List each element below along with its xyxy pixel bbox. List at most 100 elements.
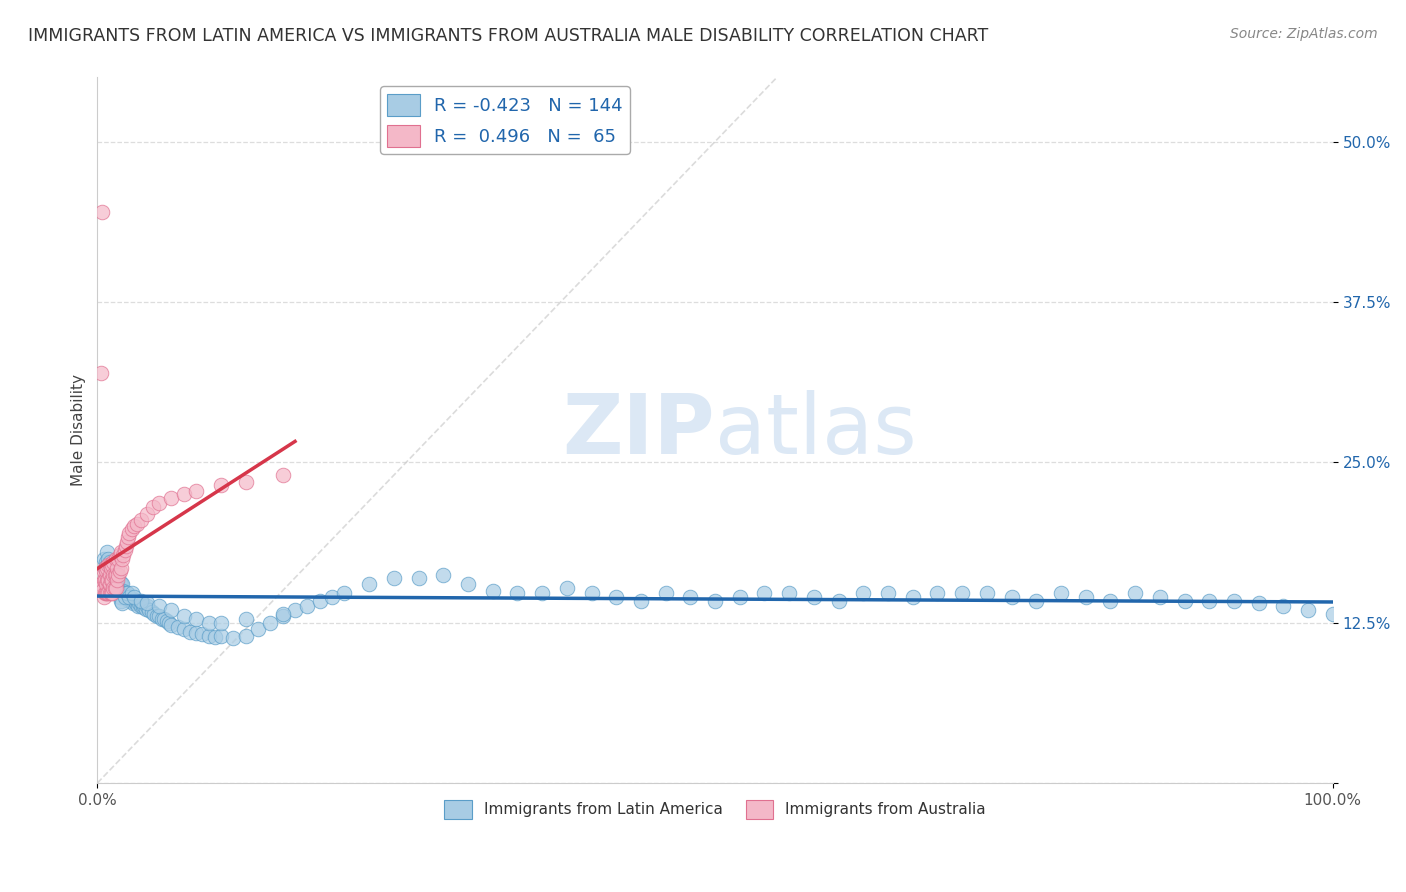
Point: [1223, 594, 1246, 608]
Point: [96, 574, 118, 588]
Point: [103, 571, 125, 585]
Point: [108, 590, 131, 604]
Point: [803, 590, 825, 604]
Point: [1025, 594, 1047, 608]
Point: [852, 586, 875, 600]
Point: [101, 558, 124, 572]
Point: [308, 594, 330, 608]
Point: [976, 586, 998, 600]
Point: [118, 590, 141, 604]
Point: [1198, 594, 1220, 608]
Point: [110, 577, 132, 591]
Point: [105, 577, 128, 591]
Point: [121, 591, 143, 606]
Point: [115, 586, 138, 600]
Point: [94, 574, 117, 588]
Point: [728, 590, 751, 604]
Point: [118, 525, 141, 540]
Point: [98, 558, 121, 572]
Point: [104, 566, 127, 581]
Point: [271, 609, 294, 624]
Point: [1074, 590, 1097, 604]
Point: [209, 615, 232, 630]
Point: [104, 568, 127, 582]
Text: ZIP: ZIP: [562, 390, 716, 471]
Point: [297, 599, 319, 613]
Point: [114, 590, 136, 604]
Point: [778, 586, 800, 600]
Point: [432, 568, 454, 582]
Point: [110, 560, 132, 574]
Point: [160, 618, 183, 632]
Point: [103, 555, 125, 569]
Point: [581, 586, 603, 600]
Point: [150, 612, 173, 626]
Point: [94, 586, 117, 600]
Point: [321, 590, 343, 604]
Point: [108, 583, 131, 598]
Point: [129, 513, 152, 527]
Point: [96, 560, 118, 574]
Point: [101, 565, 124, 579]
Point: [104, 577, 127, 591]
Point: [135, 599, 157, 613]
Point: [107, 551, 129, 566]
Point: [222, 631, 245, 645]
Point: [91, 205, 114, 219]
Point: [94, 560, 117, 574]
Point: [1272, 599, 1295, 613]
Point: [97, 558, 120, 572]
Point: [104, 577, 127, 591]
Point: [186, 612, 208, 626]
Point: [1050, 586, 1073, 600]
Point: [100, 586, 122, 600]
Point: [94, 565, 117, 579]
Point: [103, 568, 125, 582]
Point: [96, 545, 118, 559]
Point: [103, 581, 125, 595]
Text: IMMIGRANTS FROM LATIN AMERICA VS IMMIGRANTS FROM AUSTRALIA MALE DISABILITY CORRE: IMMIGRANTS FROM LATIN AMERICA VS IMMIGRA…: [28, 27, 988, 45]
Point: [246, 622, 269, 636]
Point: [129, 594, 152, 608]
Point: [148, 609, 170, 624]
Point: [173, 487, 195, 501]
Point: [1322, 607, 1344, 621]
Point: [104, 574, 127, 588]
Point: [235, 612, 257, 626]
Point: [114, 539, 136, 553]
Point: [118, 590, 141, 604]
Point: [124, 592, 146, 607]
Point: [129, 599, 152, 613]
Point: [117, 592, 139, 607]
Point: [148, 599, 170, 613]
Point: [104, 568, 127, 582]
Point: [114, 586, 136, 600]
Point: [114, 590, 136, 604]
Point: [605, 590, 627, 604]
Point: [271, 468, 294, 483]
Point: [100, 574, 122, 588]
Point: [132, 600, 155, 615]
Point: [111, 586, 134, 600]
Point: [98, 577, 121, 591]
Point: [107, 568, 129, 582]
Point: [105, 574, 128, 588]
Point: [105, 571, 128, 585]
Point: [101, 565, 124, 579]
Point: [141, 606, 163, 620]
Point: [531, 586, 554, 600]
Point: [333, 586, 356, 600]
Point: [107, 574, 129, 588]
Point: [96, 565, 118, 579]
Point: [100, 560, 122, 574]
Point: [754, 586, 776, 600]
Point: [142, 500, 165, 515]
Point: [235, 628, 257, 642]
Legend: Immigrants from Latin America, Immigrants from Australia: Immigrants from Latin America, Immigrant…: [439, 794, 993, 825]
Point: [138, 603, 160, 617]
Point: [1123, 586, 1146, 600]
Point: [408, 571, 430, 585]
Point: [1173, 594, 1195, 608]
Point: [654, 586, 676, 600]
Point: [107, 581, 129, 595]
